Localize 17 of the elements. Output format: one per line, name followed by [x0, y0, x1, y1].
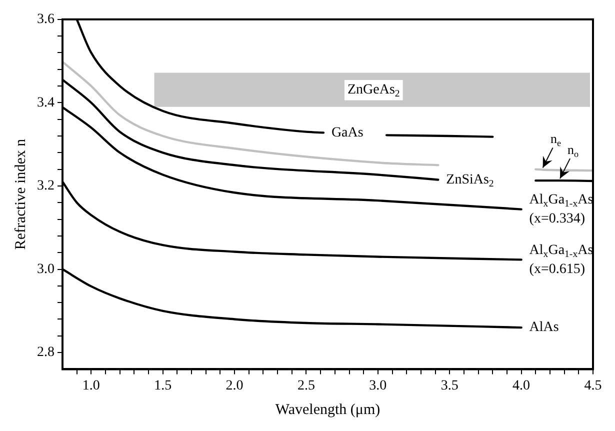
y-tick-label: 3.0 [37, 262, 54, 277]
annotation: GaAs [331, 125, 364, 140]
x-tick-label: 3.5 [440, 378, 458, 394]
x-tick-label: 1.5 [154, 378, 172, 394]
x-tick-label: 2.0 [226, 378, 244, 394]
y-tick-label: 2.8 [37, 345, 54, 360]
x-tick-label: 1.0 [82, 378, 100, 394]
y-tick-label: 3.6 [37, 12, 54, 28]
y-tick-label: 3.4 [37, 95, 54, 110]
x-tick-label: 4.5 [584, 378, 602, 394]
y-tick-label: 3.2 [37, 178, 54, 194]
x-axis-title: Wavelength (μm) [275, 402, 380, 418]
x-tick-label: 4.0 [512, 378, 530, 394]
annotation: AlAs [529, 320, 559, 336]
x-tick-label: 3.0 [369, 378, 387, 394]
y-axis-title: Refractive index n [12, 138, 29, 250]
x-tick-label: 2.5 [297, 378, 315, 394]
